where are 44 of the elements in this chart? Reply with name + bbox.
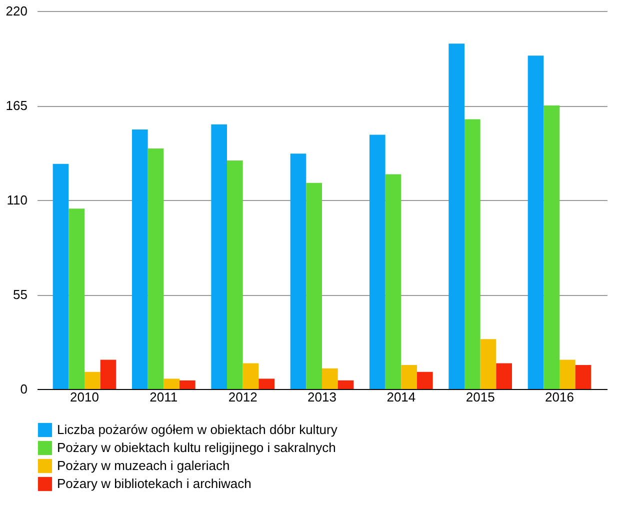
bar <box>100 360 116 389</box>
bar <box>385 174 402 389</box>
bar <box>290 154 306 389</box>
x-tick-label: 2016 <box>545 390 574 404</box>
bar <box>448 44 464 389</box>
legend-label: Liczba pożarów ogółem w obiektach dóbr kultury <box>57 422 338 437</box>
bar <box>560 360 576 389</box>
bar <box>52 164 69 389</box>
legend-label: Pożary w muzeach i galeriach <box>57 458 230 473</box>
bar <box>211 124 227 389</box>
bar <box>575 364 592 389</box>
bar <box>544 106 560 389</box>
bar <box>496 363 512 389</box>
bar <box>258 378 274 389</box>
bar <box>148 148 164 389</box>
y-tick-label: 220 <box>6 4 28 18</box>
x-tick-label: 2010 <box>70 390 99 404</box>
x-tick-label: 2013 <box>308 390 336 404</box>
x-tick-label: 2015 <box>466 390 495 404</box>
bar <box>370 134 386 389</box>
y-tick-label: 55 <box>13 287 28 302</box>
bar <box>417 372 433 389</box>
y-tick-label: 165 <box>6 98 28 113</box>
y-tick-label: 0 <box>20 382 28 396</box>
bar <box>322 368 338 389</box>
bar <box>68 208 84 389</box>
bar <box>180 380 196 389</box>
x-tick-label: 2012 <box>228 390 258 404</box>
bar <box>84 372 100 389</box>
bar <box>164 378 180 389</box>
bar <box>132 130 148 389</box>
bar <box>338 380 354 389</box>
bar <box>464 119 480 389</box>
legend-label: Pożary w bibliotekach i archiwach <box>57 476 252 491</box>
bar <box>528 56 544 389</box>
y-tick-label: 110 <box>6 192 28 208</box>
x-tick-label: 2011 <box>150 390 178 404</box>
x-tick-label: 2014 <box>386 390 416 404</box>
legend-label: Pożary w obiektach kultu religijnego i sakralnych <box>57 440 336 455</box>
bar <box>480 339 496 389</box>
bar <box>306 182 322 389</box>
bar <box>401 364 417 389</box>
bar <box>227 160 243 389</box>
bar <box>242 363 259 389</box>
